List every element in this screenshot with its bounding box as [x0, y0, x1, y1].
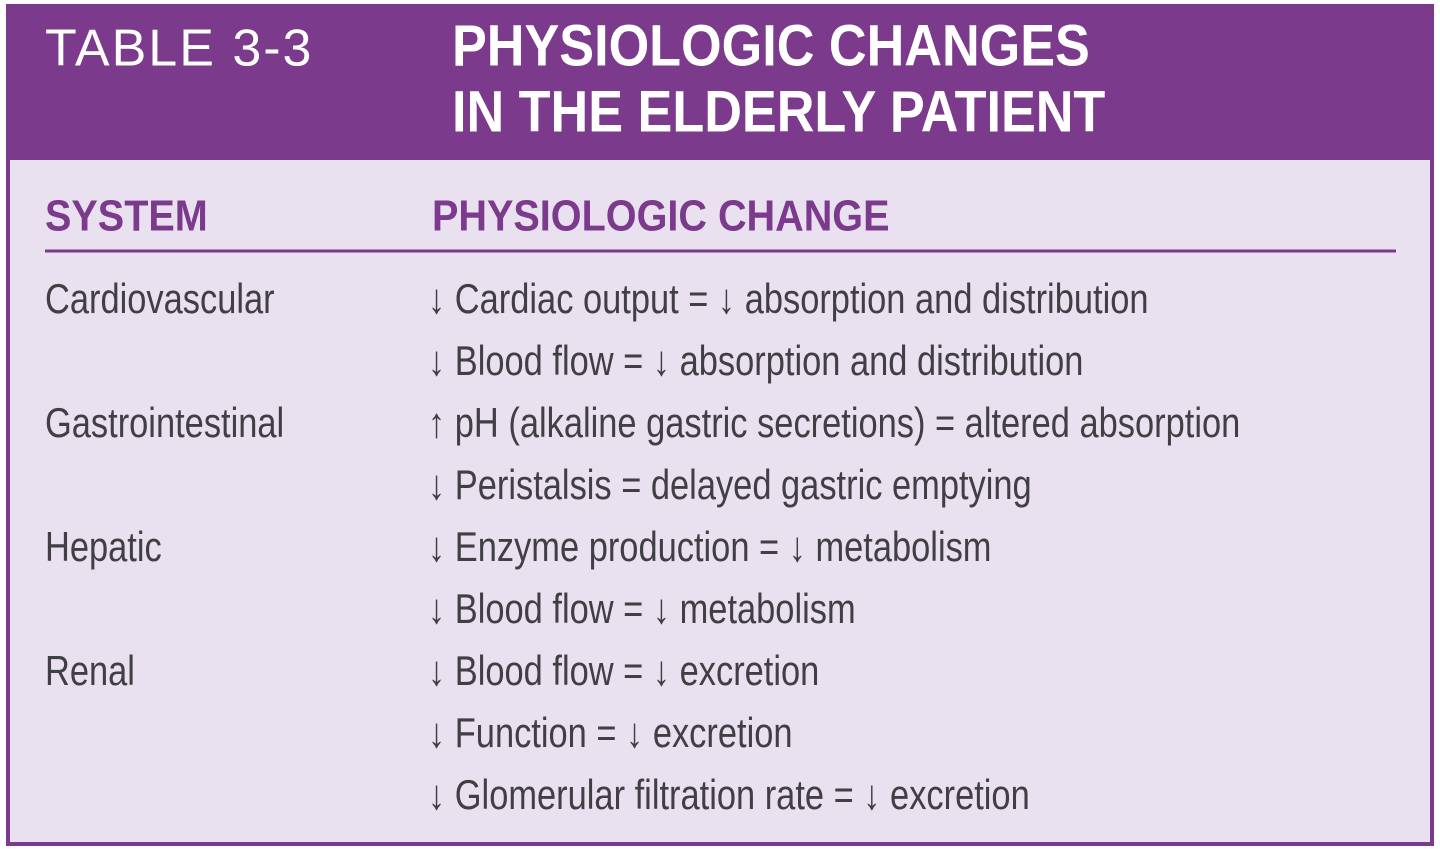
change-cell: ↓ Glomerular filtration rate = ↓ excreti… [428, 772, 1030, 819]
change-cell: ↑ pH (alkaline gastric secretions) = alt… [428, 400, 1240, 447]
change-cell: ↓ Function = ↓ excretion [428, 710, 793, 757]
table-title: PHYSIOLOGIC CHANGES [452, 13, 1090, 78]
header-band [8, 6, 1432, 160]
table-label: TABLE 3-3 [45, 20, 313, 78]
column-header: PHYSIOLOGIC CHANGE [432, 191, 889, 240]
system-cell: Renal [45, 648, 135, 695]
change-cell: ↓ Blood flow = ↓ absorption and distribu… [428, 338, 1083, 385]
system-cell: Hepatic [45, 524, 162, 571]
change-cell: ↓ Blood flow = ↓ excretion [428, 648, 819, 695]
change-cell: ↓ Enzyme production = ↓ metabolism [428, 524, 991, 571]
change-cell: ↓ Cardiac output = ↓ absorption and dist… [428, 276, 1149, 323]
column-header: SYSTEM [45, 191, 208, 240]
change-cell: ↓ Peristalsis = delayed gastric emptying [428, 462, 1032, 509]
table-body: Cardiovascular ↓ Cardiac output = ↓ absor… [45, 276, 1240, 819]
system-cell: Cardiovascular [45, 276, 275, 323]
system-cell: Gastrointestinal [45, 400, 284, 447]
table-title: IN THE ELDERLY PATIENT [452, 79, 1106, 144]
change-cell: ↓ Blood flow = ↓ metabolism [428, 586, 856, 633]
